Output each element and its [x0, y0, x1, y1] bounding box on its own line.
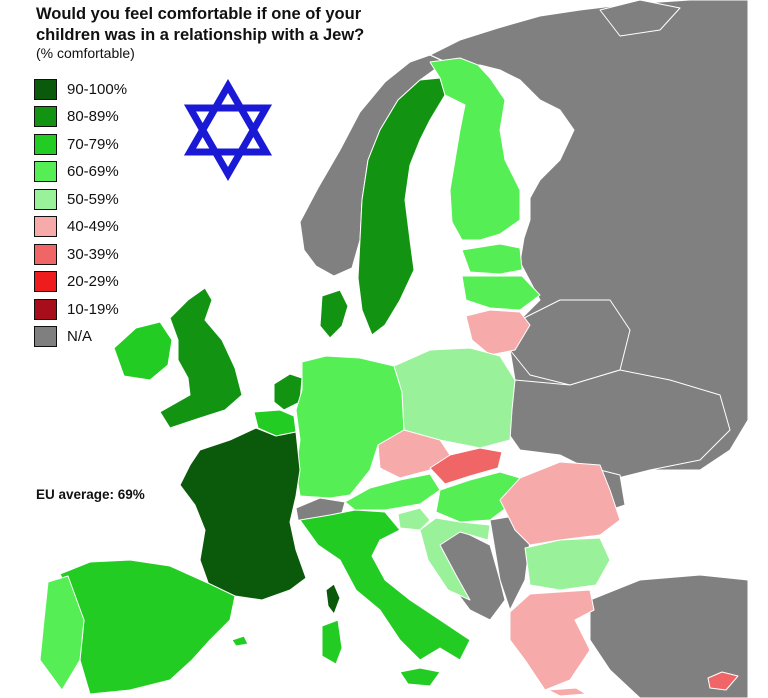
country-germany [295, 355, 405, 499]
legend-item: 30-39% [34, 241, 127, 267]
legend-swatch [34, 78, 57, 100]
legend-item: 70-79% [34, 131, 127, 157]
map-title: Would you feel comfortable if one of you… [36, 5, 365, 44]
island-sardinia [321, 619, 343, 665]
legend-label: 50-59% [67, 190, 119, 208]
eu-average-label: EU average: 69% [36, 487, 145, 502]
country-spain [59, 559, 236, 695]
island-corsica [325, 583, 341, 615]
legend-label: 30-39% [67, 245, 119, 263]
legend-label: 60-69% [67, 163, 119, 180]
island-balearic [231, 635, 249, 647]
country-france [179, 427, 307, 601]
legend-label: 80-89% [67, 108, 119, 125]
legend-swatch [34, 326, 57, 347]
legend-swatch [34, 133, 57, 155]
country-denmark [319, 289, 349, 339]
legend-item: 90-100% [34, 76, 127, 102]
legend-item: 20-29% [34, 269, 127, 295]
legend-label: 40-49% [67, 218, 119, 235]
star-of-david-icon [183, 78, 273, 182]
legend-label: 70-79% [67, 135, 119, 153]
country-romania [499, 461, 621, 546]
legend-swatch [34, 161, 57, 182]
legend-swatch [34, 298, 57, 320]
countries [39, 57, 739, 697]
map-subtitle: (% comfortable) [36, 45, 135, 61]
legend-label: 20-29% [67, 273, 119, 290]
iceland-kola [599, 0, 681, 37]
legend-item: 80-89% [34, 104, 127, 130]
legend-swatch [34, 188, 57, 210]
country-portugal [39, 575, 85, 691]
country-lithuania [465, 309, 531, 356]
country-sweden [357, 77, 446, 336]
legend-item: 50-59% [34, 186, 127, 212]
country-estonia [461, 243, 523, 275]
legend-item: 10-19% [34, 296, 127, 322]
country-uk [159, 287, 243, 429]
island-crete [547, 687, 587, 697]
country-ireland [113, 321, 173, 381]
island-sicily [399, 667, 441, 687]
non-data-land [295, 0, 749, 698]
legend-item: N/A [34, 324, 127, 350]
turkey [589, 574, 749, 698]
country-slovenia [397, 507, 431, 531]
legend-swatch [34, 106, 57, 127]
country-bulgaria [524, 537, 611, 591]
country-cyprus [707, 671, 739, 691]
legend-label: 10-19% [67, 300, 119, 318]
country-italy [299, 509, 471, 661]
legend-swatch [34, 271, 57, 292]
legend: 90-100% 80-89% 70-79% 60-69% 50-59% 40-49% 30-… [34, 76, 127, 351]
country-croatia [419, 517, 491, 601]
legend-label: 90-100% [67, 80, 128, 98]
country-latvia [461, 275, 541, 311]
country-slovakia [429, 447, 503, 485]
ukraine [505, 369, 731, 481]
legend-swatch [34, 243, 57, 265]
country-greece [509, 589, 595, 691]
legend-label: N/A [67, 328, 93, 345]
country-finland [429, 57, 521, 241]
legend-swatch [34, 216, 57, 237]
legend-item: 40-49% [34, 214, 127, 240]
legend-item: 60-69% [34, 159, 127, 185]
